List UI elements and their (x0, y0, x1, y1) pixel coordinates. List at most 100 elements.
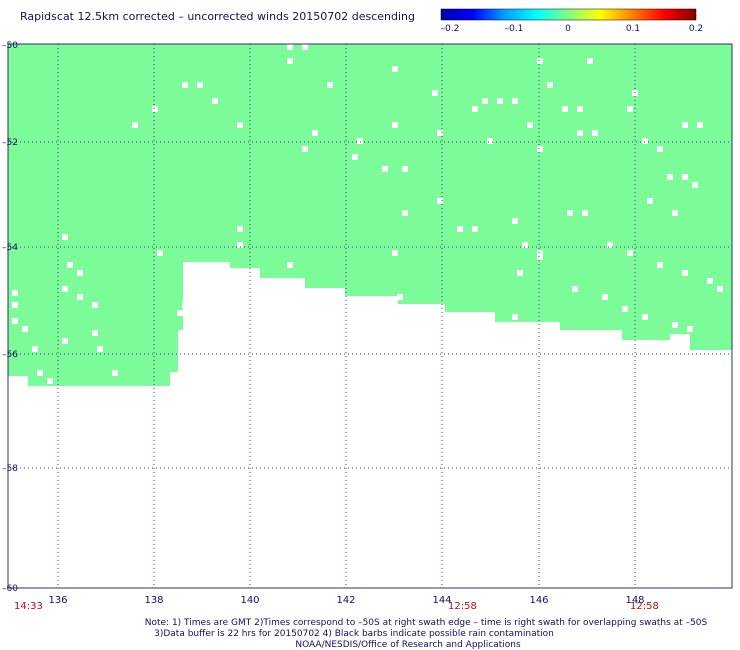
colorbar-tick-label: 0.1 (626, 24, 640, 34)
data-gap-cell (302, 146, 308, 152)
data-gap-cell (397, 294, 403, 300)
data-gap-cell (627, 250, 633, 256)
swath-time-label: 12:58 (448, 601, 477, 612)
data-gap-cell (62, 338, 68, 344)
data-gap-cell (682, 122, 688, 128)
data-gap-cell (657, 262, 663, 268)
data-gap-cell (357, 138, 363, 144)
colorbar-tick-label: –0.2 (441, 24, 460, 34)
lat-tick-label: –54 (2, 243, 18, 253)
data-gap-cell (392, 122, 398, 128)
data-gap-cell (32, 346, 38, 352)
data-gap-cell (512, 218, 518, 224)
data-gap-cell (567, 210, 573, 216)
data-gap-cell (67, 262, 73, 268)
map-grid (8, 44, 732, 588)
data-gap-cell (237, 226, 243, 232)
colorbar-tick-label: 0.2 (689, 24, 703, 34)
lon-tick-label: 140 (240, 595, 259, 606)
lon-tick-label: 148 (625, 595, 644, 606)
data-gap-cell (487, 138, 493, 144)
data-gap-cell (537, 146, 543, 152)
data-gap-cell (392, 250, 398, 256)
data-gap-cell (432, 90, 438, 96)
data-gap-cell (392, 66, 398, 72)
data-gap-cell (512, 314, 518, 320)
data-gap-cell (437, 130, 443, 136)
data-gap-cell (537, 250, 543, 256)
data-gap-cell (402, 166, 408, 172)
data-gap-cell (312, 130, 318, 136)
data-gap-cell (642, 314, 648, 320)
data-gap-cell (592, 130, 598, 136)
swath-time-label: 14:33 (14, 601, 43, 612)
data-gap-cell (512, 98, 518, 104)
data-gap-cell (602, 294, 608, 300)
data-gap-cell (667, 174, 673, 180)
data-gap-cell (182, 302, 188, 308)
data-gap-cell (327, 82, 333, 88)
data-gap-cell (237, 122, 243, 128)
data-gap-cell (622, 306, 628, 312)
footer-note-line: 3)Data buffer is 22 hrs for 20150702 4) … (154, 629, 554, 639)
data-gap-cell (92, 330, 98, 336)
data-gap-cell (562, 106, 568, 112)
lat-tick-label: –56 (2, 350, 18, 360)
data-gap-cell (687, 326, 693, 332)
swath-fill (8, 44, 732, 386)
data-gap-cell (62, 286, 68, 292)
data-gap-cell (437, 198, 443, 204)
data-gap-cell (152, 106, 158, 112)
data-gap-cell (692, 182, 698, 188)
footer-note-line: Note: 1) Times are GMT 2)Times correspon… (145, 618, 708, 628)
data-gap-cell (62, 234, 68, 240)
data-gap-cell (382, 166, 388, 172)
colorbar-tick-label: –0.1 (505, 24, 524, 34)
data-gap-cell (177, 310, 183, 316)
data-gap-markers (12, 44, 723, 384)
colorbar-tick-label: 0 (565, 24, 571, 34)
lat-tick-label: –60 (2, 584, 18, 594)
data-gap-cell (682, 270, 688, 276)
lon-tick-label: 146 (529, 595, 548, 606)
data-gap-cell (517, 270, 523, 276)
data-gap-cell (12, 318, 18, 324)
data-gap-cell (547, 82, 553, 88)
data-gap-cell (97, 346, 103, 352)
footer-credit: NOAA/NESDIS/Office of Research and Appli… (295, 640, 521, 650)
data-gap-cell (647, 198, 653, 204)
swath-time-label: 12:58 (630, 601, 659, 612)
data-gap-cell (522, 242, 528, 248)
data-gap-cell (577, 106, 583, 112)
data-gap-cell (642, 138, 648, 144)
data-gap-cell (77, 294, 83, 300)
data-gap-cell (672, 322, 678, 328)
data-gap-cell (197, 82, 203, 88)
data-gap-cell (37, 370, 43, 376)
data-gap-cell (12, 302, 18, 308)
data-gap-cell (287, 58, 293, 64)
wind-coverage-area (8, 44, 732, 386)
data-gap-cell (577, 130, 583, 136)
data-gap-cell (182, 82, 188, 88)
map-frame (7, 43, 733, 589)
data-gap-cell (682, 174, 688, 180)
colorbar (440, 8, 697, 21)
lat-tick-label: –50 (2, 41, 18, 51)
data-gap-cell (22, 326, 28, 332)
data-gap-cell (237, 242, 243, 248)
data-gap-cell (112, 370, 118, 376)
data-gap-cell (132, 122, 138, 128)
data-gap-cell (572, 286, 578, 292)
lat-tick-label: –58 (2, 464, 18, 474)
data-gap-cell (527, 122, 533, 128)
data-gap-cell (472, 226, 478, 232)
lon-tick-label: 142 (336, 595, 355, 606)
data-gap-cell (537, 254, 543, 260)
data-gap-cell (697, 122, 703, 128)
data-gap-cell (497, 98, 503, 104)
data-gap-cell (587, 58, 593, 64)
lon-tick-label: 138 (144, 595, 163, 606)
data-gap-cell (352, 154, 358, 160)
